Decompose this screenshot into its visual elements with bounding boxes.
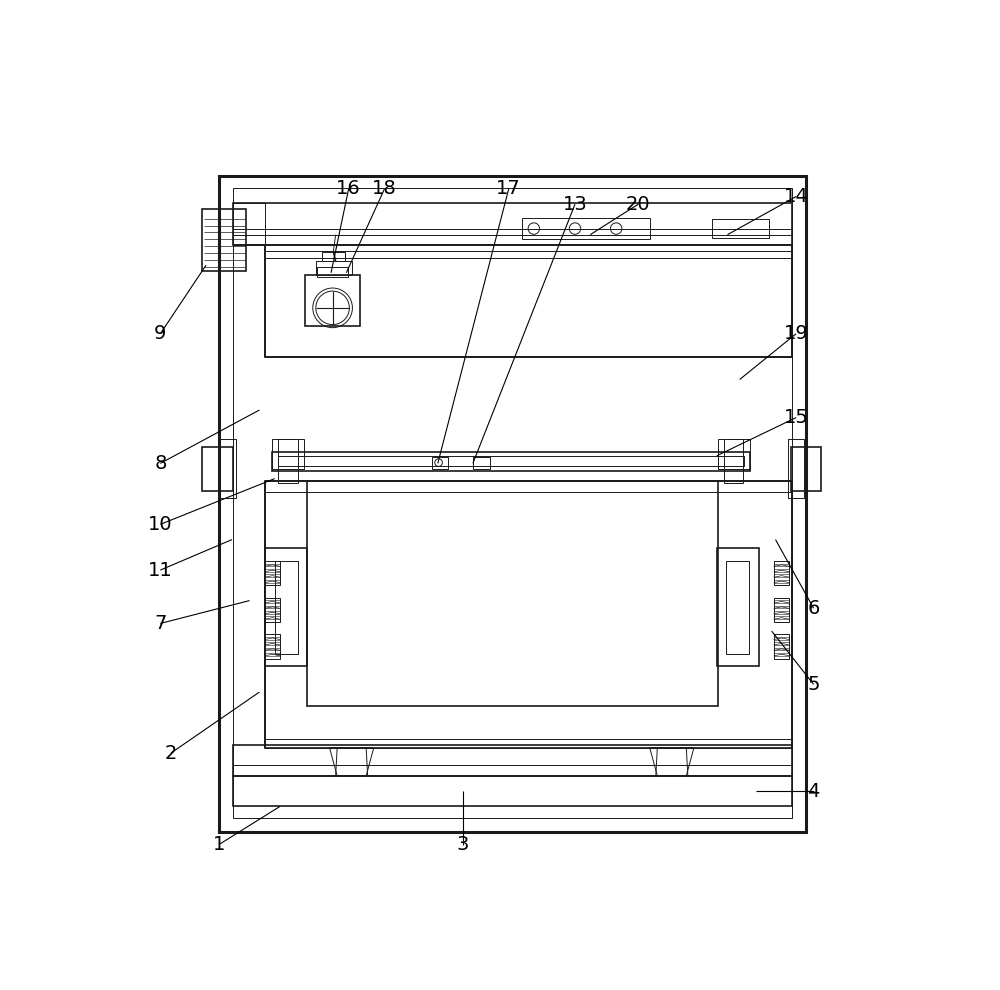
Bar [265, 635, 280, 658]
Bar [265, 739, 792, 747]
Bar [202, 446, 233, 491]
Bar [473, 457, 490, 468]
Bar [522, 218, 650, 240]
Bar [265, 245, 792, 356]
Bar [265, 481, 792, 747]
Bar [275, 561, 298, 654]
Bar [265, 561, 280, 585]
Text: 17: 17 [496, 179, 521, 198]
Bar [307, 481, 718, 706]
Bar [265, 548, 307, 666]
Bar [278, 456, 744, 466]
Bar [233, 776, 792, 807]
Bar [788, 439, 804, 498]
Bar [219, 439, 236, 498]
Text: 7: 7 [154, 614, 167, 633]
Text: 2: 2 [165, 743, 177, 762]
Text: 9: 9 [154, 325, 167, 344]
Bar [322, 252, 345, 261]
Text: 11: 11 [148, 560, 173, 579]
Bar [726, 561, 749, 654]
Bar [316, 261, 352, 275]
Text: 16: 16 [336, 179, 361, 198]
Text: 3: 3 [457, 835, 469, 854]
Bar [265, 598, 280, 622]
Bar [305, 275, 360, 326]
Text: 20: 20 [626, 195, 651, 214]
Bar [233, 203, 792, 245]
Bar [774, 561, 789, 585]
Bar [202, 209, 246, 271]
Bar [791, 446, 821, 491]
Bar [219, 176, 806, 832]
Bar [432, 457, 448, 468]
Text: 8: 8 [154, 453, 167, 473]
Text: 1: 1 [213, 835, 225, 854]
Text: 5: 5 [807, 675, 820, 694]
Bar [272, 439, 304, 469]
Text: 19: 19 [784, 325, 808, 344]
Bar [233, 188, 792, 818]
Text: 18: 18 [372, 179, 397, 198]
Text: 15: 15 [784, 408, 809, 427]
Bar [774, 635, 789, 658]
Bar [718, 439, 750, 469]
Bar [233, 203, 265, 245]
Bar [774, 598, 789, 622]
Bar [712, 219, 769, 239]
Bar [724, 439, 743, 483]
Bar [272, 451, 750, 471]
Bar [717, 548, 759, 666]
Text: 6: 6 [807, 599, 820, 618]
Text: 4: 4 [807, 782, 820, 801]
Text: 13: 13 [563, 195, 587, 214]
Bar [278, 439, 298, 483]
Bar [317, 267, 348, 276]
Bar [233, 745, 792, 776]
Text: 14: 14 [784, 187, 808, 206]
Text: 10: 10 [148, 515, 173, 534]
